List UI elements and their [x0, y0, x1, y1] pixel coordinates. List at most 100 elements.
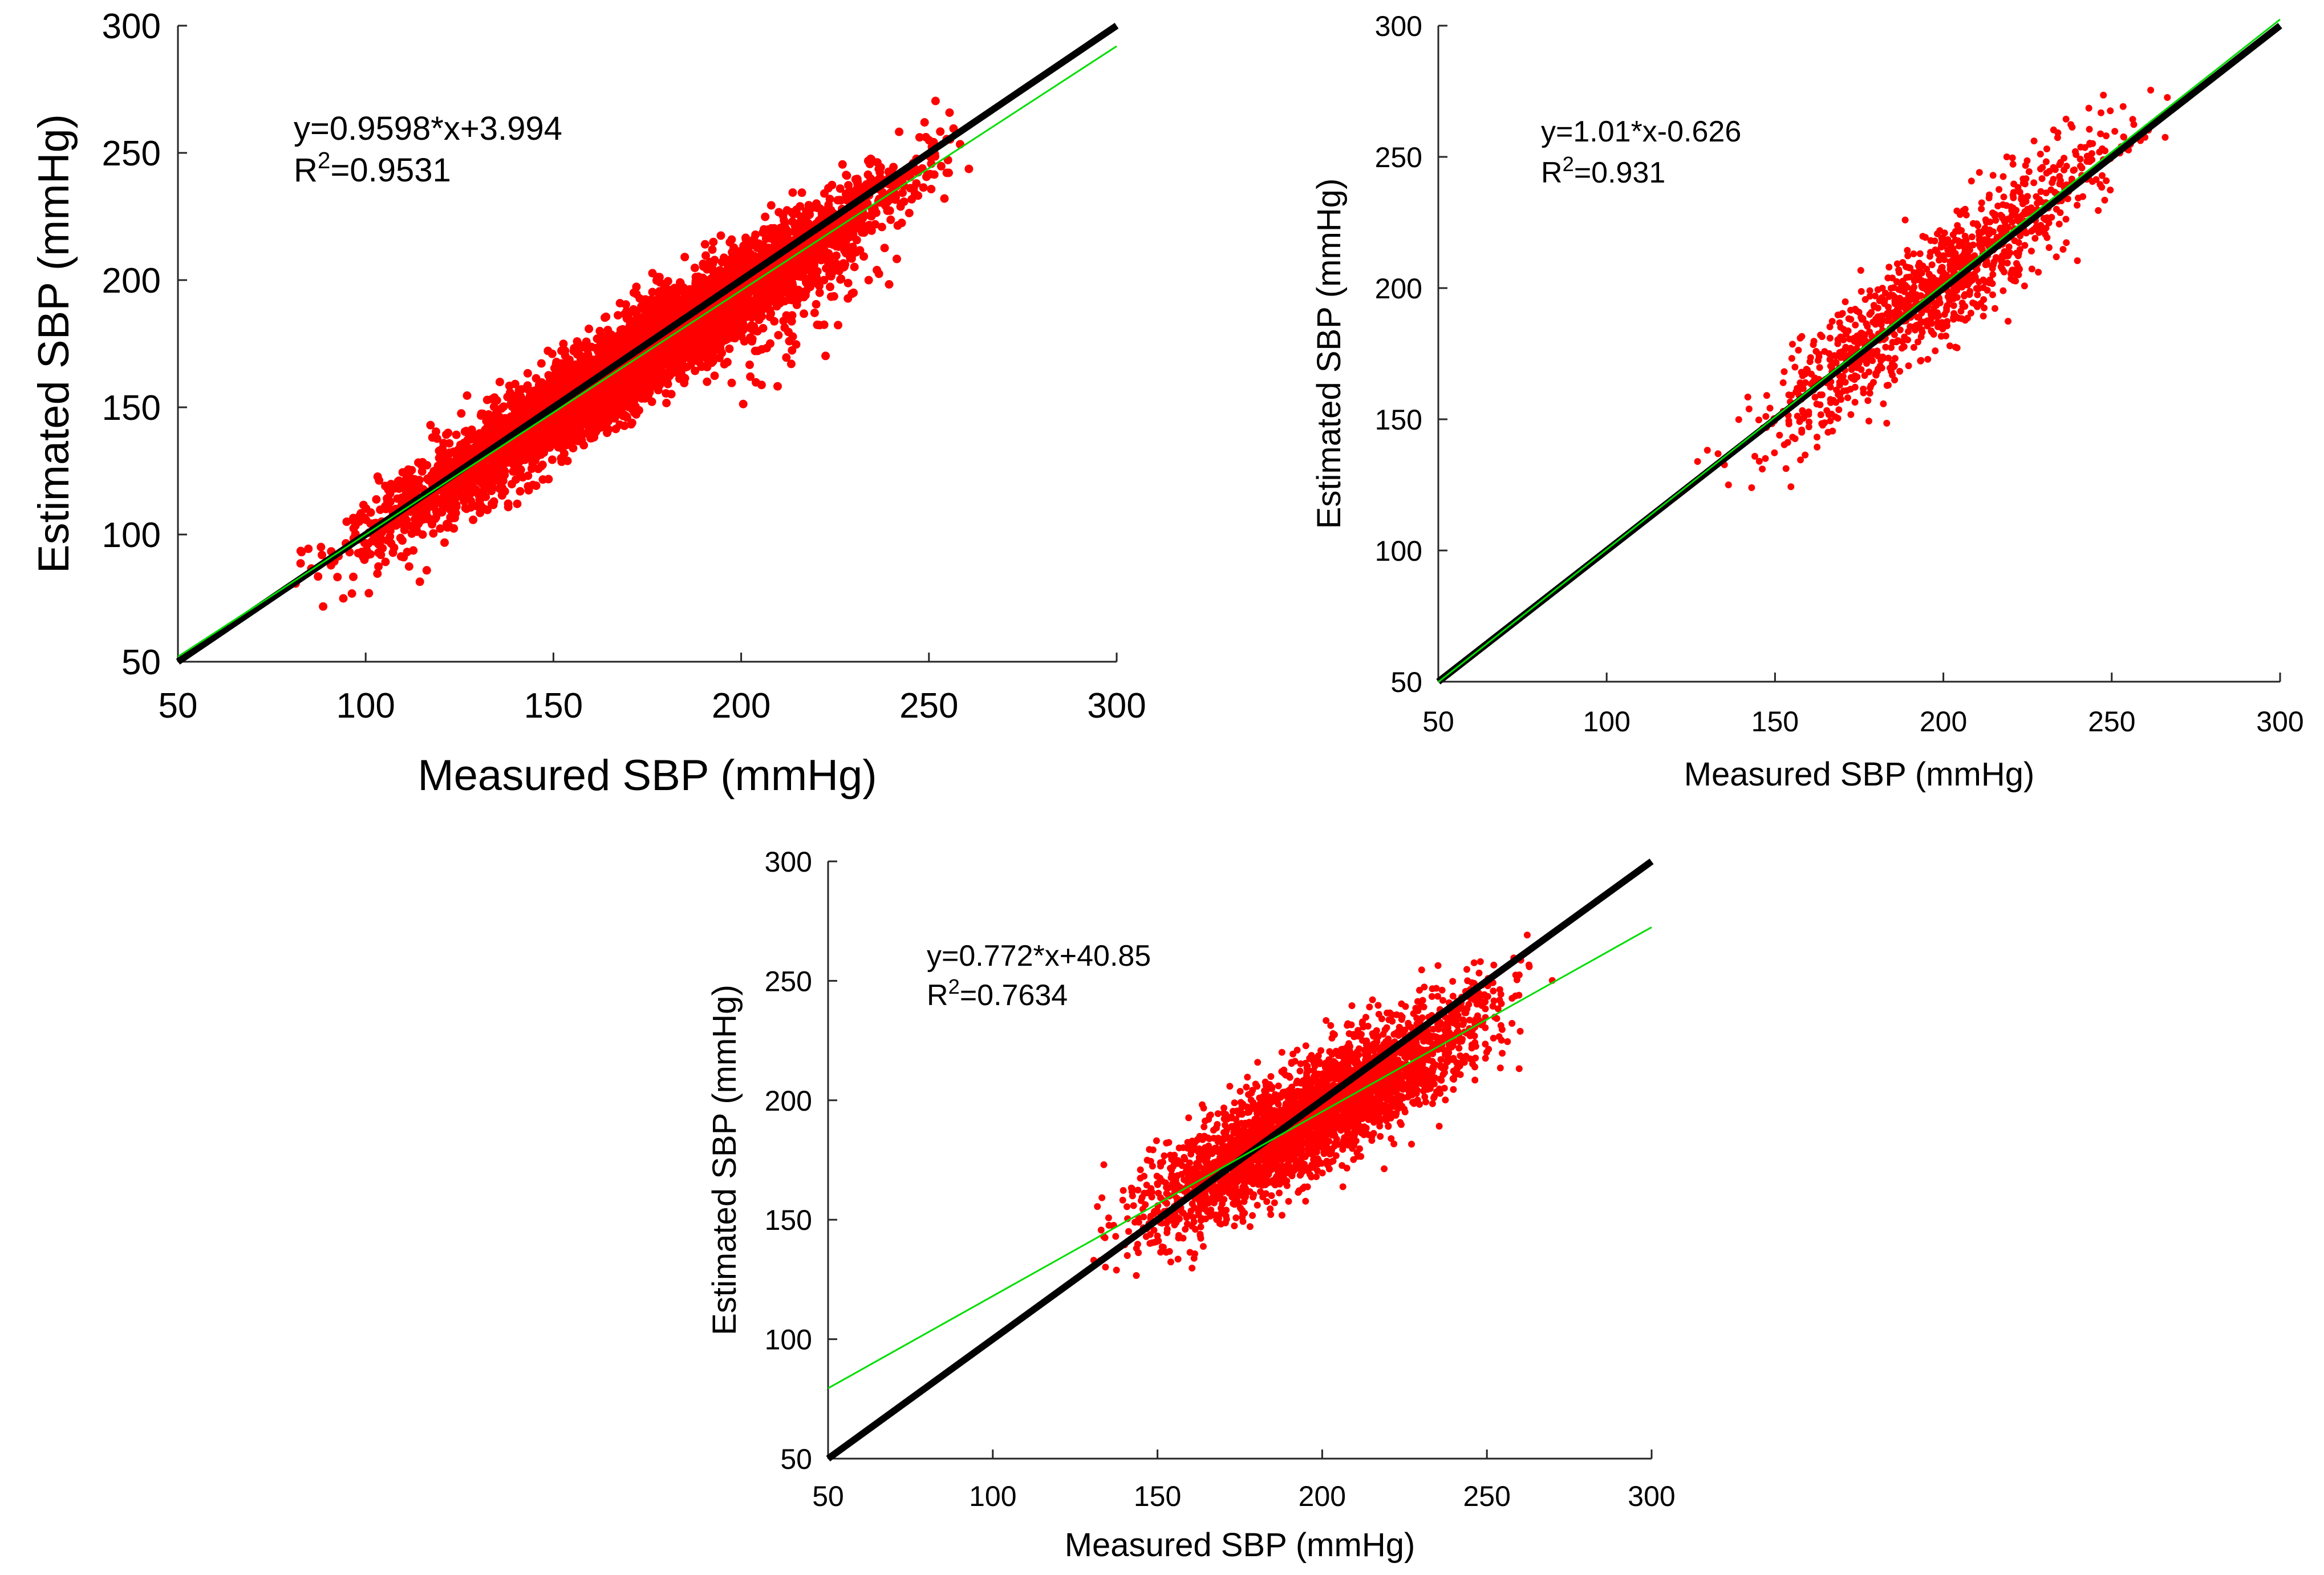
scatter-point	[927, 185, 936, 193]
scatter-point	[964, 164, 974, 173]
scatter-point	[896, 202, 905, 211]
y-tick-label: 300	[102, 7, 161, 46]
scatter-point	[788, 217, 797, 226]
scatter-point	[926, 169, 935, 179]
scatter-point	[740, 337, 749, 346]
scatter-point	[411, 506, 420, 515]
scatter-point	[561, 351, 570, 361]
scatter-point	[384, 504, 394, 513]
scatter-point	[787, 281, 796, 290]
scatter-point	[620, 421, 629, 430]
scatter-point	[384, 485, 393, 494]
scatter-point	[440, 538, 449, 547]
scatter-point	[774, 331, 783, 340]
scatter-point	[786, 359, 796, 369]
scatter-point	[782, 206, 792, 215]
scatter-point	[585, 325, 594, 333]
scatter-point	[474, 464, 483, 473]
scatter-point	[680, 253, 690, 262]
scatter-point	[909, 184, 918, 193]
scatter-points	[291, 96, 974, 611]
scatter-point	[523, 381, 532, 390]
scatter-point	[797, 288, 806, 297]
y-tick-label: 50	[121, 643, 161, 682]
scatter-point	[817, 207, 826, 215]
scatter-point	[793, 295, 802, 304]
scatter-point	[516, 487, 525, 496]
scatter-point	[582, 337, 591, 346]
scatter-point	[863, 170, 873, 179]
scatter-point	[751, 346, 760, 355]
scatter-point	[766, 309, 776, 318]
scatter-point	[606, 335, 615, 345]
scatter-point	[788, 188, 797, 197]
scatter-point	[708, 245, 717, 254]
scatter-point	[611, 424, 620, 434]
scatter-point	[757, 380, 766, 390]
scatter-point	[727, 378, 736, 387]
scatter-point	[498, 420, 507, 429]
x-tick-label: 300	[1087, 686, 1146, 726]
scatter-point	[604, 425, 613, 434]
x-axis-title: Measured SBP (mmHg)	[417, 751, 877, 800]
scatter-point	[660, 353, 668, 362]
scatter-point	[432, 434, 441, 443]
scatter-point	[893, 221, 902, 230]
scatter-point	[386, 527, 395, 535]
scatter-point	[782, 311, 791, 320]
scatter-point	[691, 366, 700, 375]
scatter-point	[647, 397, 656, 406]
scatter-point	[763, 225, 772, 234]
scatter-point	[509, 448, 518, 457]
scatter-point	[429, 467, 439, 476]
scatter-point	[477, 501, 486, 511]
scatter-point	[489, 497, 498, 506]
y-tick-label: 200	[102, 261, 161, 301]
scatter-point	[687, 346, 696, 355]
x-tick-label: 100	[336, 686, 395, 726]
scatter-point	[396, 533, 405, 542]
scatter-point	[461, 480, 470, 489]
scatter-point	[759, 323, 768, 333]
scatter-point	[374, 548, 383, 557]
scatter-point	[421, 501, 429, 510]
scatter-point	[623, 398, 631, 407]
scatter-point	[465, 495, 474, 504]
scatter-point	[940, 194, 949, 203]
scatter-point	[463, 391, 472, 400]
scatter-point	[895, 127, 904, 136]
scatter-point	[739, 325, 748, 334]
scatter-point	[523, 369, 532, 378]
scatter-point	[547, 455, 557, 464]
scatter-point	[907, 195, 916, 204]
scatter-point	[885, 280, 894, 289]
scatter-point	[621, 300, 630, 309]
x-tick-label: 150	[524, 686, 583, 726]
scatter-point	[716, 231, 725, 240]
scatter-point	[720, 360, 729, 369]
y-tick-label: 250	[102, 134, 161, 173]
scatter-point	[787, 317, 796, 326]
scatter-point	[457, 409, 466, 418]
scatter-point	[709, 237, 718, 246]
scatter-point	[770, 297, 779, 306]
scatter-point	[364, 589, 374, 598]
scatter-point	[849, 288, 858, 297]
scatter-point	[429, 529, 438, 538]
scatter-point	[589, 408, 598, 418]
scatter-point	[859, 228, 869, 237]
scatter-point	[679, 353, 688, 361]
scatter-point	[467, 471, 476, 480]
scatter-point	[372, 495, 381, 504]
scatter-point	[447, 513, 456, 523]
scatter-point	[837, 274, 846, 284]
scatter-point	[724, 328, 733, 337]
scatter-point	[428, 520, 437, 529]
scatter-point	[663, 277, 672, 286]
scatter-point	[797, 188, 806, 197]
scatter-point	[477, 409, 486, 418]
scatter-point	[601, 313, 609, 322]
scatter-point	[700, 240, 709, 249]
scatter-point	[782, 353, 791, 362]
